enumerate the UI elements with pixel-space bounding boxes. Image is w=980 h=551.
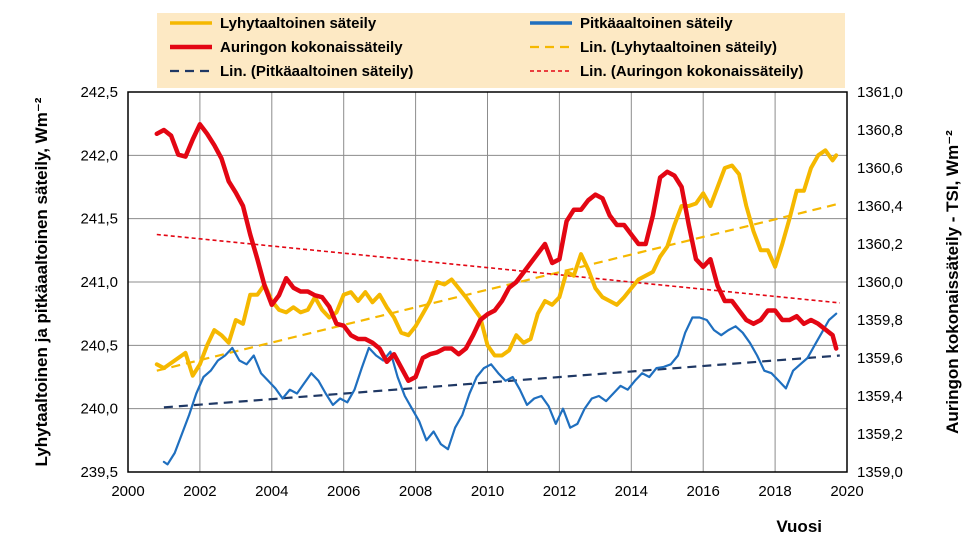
legend-label: Lin. (Lyhytaaltoinen säteily) [580, 39, 777, 56]
series-line-auringon-kokonaissäteily [154, 122, 839, 384]
x-tick-label: 2010 [471, 483, 504, 500]
y-left-axis-title: Lyhytaaltoinen ja pitkäaaltoinen säteily… [32, 97, 51, 466]
legend-label: Lyhytaaltoinen säteily [220, 15, 377, 32]
y-right-tick-label: 1359,2 [857, 426, 903, 443]
plot-frame [127, 91, 848, 473]
y-left-tick-label: 242,5 [80, 84, 118, 101]
x-tick-label: 2014 [615, 483, 648, 500]
x-tick-label: 2008 [399, 483, 432, 500]
y-right-tick-label: 1359,0 [857, 464, 903, 481]
y-right-tick-label: 1360,4 [857, 198, 903, 215]
y-right-tick-label: 1360,0 [857, 274, 903, 291]
y-left-tick-label: 241,5 [80, 211, 118, 228]
y-left-tick-label: 241,0 [80, 274, 118, 291]
series-lines [154, 122, 839, 466]
y-right-tick-label: 1360,6 [857, 160, 903, 177]
x-tick-label: 2004 [255, 483, 288, 500]
series-line-lin-auringon-kokonaissäteily [156, 233, 840, 304]
legend-label: Lin. (Pitkäaaltoinen säteily) [220, 63, 413, 80]
x-tick-label: 2016 [687, 483, 720, 500]
y-right-tick-label: 1361,0 [857, 84, 903, 101]
y-right-tick-label: 1359,4 [857, 388, 903, 405]
y-right-tick-label: 1359,6 [857, 350, 903, 367]
y-right-axis-title: Auringon kokonaissäteily - TSI, Wm⁻² [943, 130, 962, 434]
legend-label: Pitkäaaltoinen säteily [580, 15, 733, 32]
legend-label: Lin. (Auringon kokonaissäteily) [580, 63, 803, 80]
series-line-lin-pitkäaaltoinen-säteily [163, 354, 840, 409]
legend-label: Auringon kokonaissäteily [220, 39, 403, 56]
y-right-tick-label: 1360,8 [857, 122, 903, 139]
x-tick-label: 2020 [830, 483, 863, 500]
x-tick-label: 2018 [758, 483, 791, 500]
y-left-tick-label: 239,5 [80, 464, 118, 481]
y-left-tick-label: 242,0 [80, 147, 118, 164]
legend-box [157, 13, 845, 88]
x-tick-labels: 2000 2002 2004 2006 2008 2010 2012 2014 2016 2018… [111, 483, 863, 500]
grid [127, 91, 848, 473]
y-left-tick-label: 240,5 [80, 337, 118, 354]
legend: Lyhytaaltoinen säteily Pitkäaaltoinen sät… [170, 15, 803, 80]
series-line-lyhytaaltoinen-säteily [154, 148, 839, 378]
x-tick-label: 2012 [543, 483, 576, 500]
y-right-tick-labels: 1359,0 1359,2 1359,4 1359,6 1359,8 1360,0 1360… [857, 84, 903, 481]
y-left-tick-labels: 239,5 240,0 240,5 241,0 241,5 242,0 242,5 [80, 84, 118, 481]
x-tick-label: 2002 [183, 483, 216, 500]
x-axis-title: Vuosi [776, 517, 822, 536]
x-tick-label: 2000 [111, 483, 144, 500]
trend-lines [156, 202, 841, 409]
x-tick-label: 2006 [327, 483, 360, 500]
series-line-pitkäaaltoinen-säteily [162, 312, 838, 466]
y-left-tick-label: 240,0 [80, 401, 118, 418]
series-line-lin-lyhytaaltoinen-säteily [156, 202, 841, 372]
y-right-tick-label: 1359,8 [857, 312, 903, 329]
y-right-tick-label: 1360,2 [857, 236, 903, 253]
